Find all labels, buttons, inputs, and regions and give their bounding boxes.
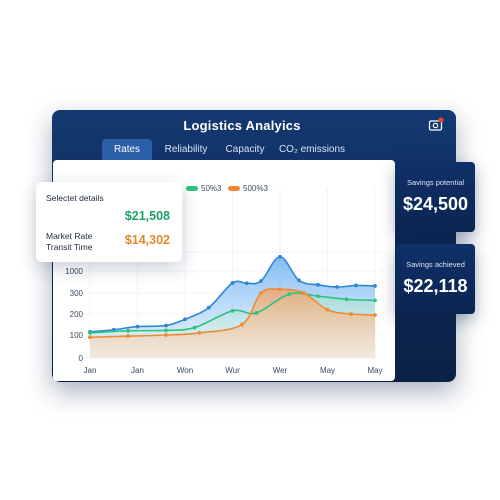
x-tick-label: Jan [84, 366, 97, 375]
data-point-blue [244, 281, 249, 286]
data-point-orange [325, 307, 330, 312]
x-tick-label: May [367, 366, 382, 375]
x-tick-label: Won [177, 366, 193, 375]
data-point-green [373, 298, 377, 303]
y-tick-label: 300 [70, 289, 84, 298]
data-point-orange [373, 313, 377, 317]
data-point-blue [316, 282, 320, 287]
data-point-blue [278, 254, 282, 259]
legend-label-green: 50%3 [201, 184, 222, 193]
details-heading: Selectet details [46, 193, 104, 203]
savings-potential-label: Savings potential [406, 178, 465, 187]
savings-achieved-label: Savings achieved [406, 260, 465, 269]
savings-achieved-value: $22,118 [403, 276, 468, 296]
y-tick-label: 200 [70, 310, 84, 319]
window-title: Logistics Analyics [183, 118, 301, 133]
data-point-blue [297, 278, 301, 283]
data-point-orange [259, 291, 263, 295]
savings-potential-value: $24,500 [402, 194, 469, 214]
selected-details-card: Selectet details $21,508 Market Rate Tra… [36, 182, 182, 262]
legend-swatch-orange [228, 186, 240, 192]
legend-item-green: 50%3 [186, 184, 221, 196]
y-tick-label: 1000 [65, 267, 83, 276]
data-point-orange [126, 334, 130, 339]
tab-capacity[interactable]: Capacity [225, 144, 265, 155]
y-tick-label: 0 [79, 354, 84, 363]
tab-rates[interactable]: Rates [102, 139, 152, 161]
data-point-green [192, 325, 197, 330]
x-tick-label: Wer [273, 366, 288, 375]
tab-co2-emissions[interactable]: CO₂ emissions [278, 144, 346, 155]
data-point-blue [135, 324, 140, 329]
savings-achieved-card: Savings achieved $22,118 [396, 244, 475, 314]
data-point-blue [230, 281, 235, 285]
data-point-orange [278, 287, 282, 292]
data-point-blue [373, 284, 377, 288]
details-value-2: $14,302 [124, 233, 170, 247]
series-line-green [89, 292, 376, 334]
data-point-blue [206, 305, 211, 310]
data-point-green [316, 294, 320, 299]
data-point-green [88, 331, 92, 335]
data-point-green [287, 292, 292, 296]
tab-reliability[interactable]: Reliability [164, 144, 208, 155]
data-point-blue [164, 323, 168, 328]
x-tick-label: May [320, 366, 335, 375]
rates-area-chart: 0 100 200 300 1000 Jan Jan Won Wur Wer May May [65, 188, 383, 375]
savings-potential-card: Savings potential $24,500 [396, 162, 475, 232]
legend-label-orange: 500%3 [243, 184, 268, 193]
details-value-1: $21,508 [124, 209, 170, 223]
series-area-orange [90, 288, 375, 358]
camera-icon[interactable] [428, 117, 444, 133]
data-point-blue [335, 285, 339, 289]
data-point-green [230, 308, 235, 313]
data-point-green [126, 328, 130, 333]
x-tick-label: Jan [131, 366, 144, 375]
data-point-blue [183, 317, 187, 322]
details-label-2: Market Rate Transit Time [46, 231, 93, 252]
y-tick-label: 100 [70, 331, 84, 340]
x-tick-label: Wur [225, 366, 240, 375]
legend-swatch-green [186, 186, 198, 192]
data-point-orange [349, 312, 354, 316]
data-point-orange [197, 331, 202, 335]
data-point-blue [354, 283, 358, 288]
data-point-green [254, 311, 259, 315]
data-point-orange [164, 333, 168, 337]
legend-item-orange: 500%3 [228, 184, 268, 196]
data-point-orange [88, 335, 92, 340]
data-point-orange [240, 322, 244, 327]
data-point-orange [301, 291, 306, 295]
data-point-green [164, 328, 168, 333]
data-point-green [344, 297, 349, 302]
data-point-blue [259, 279, 263, 283]
